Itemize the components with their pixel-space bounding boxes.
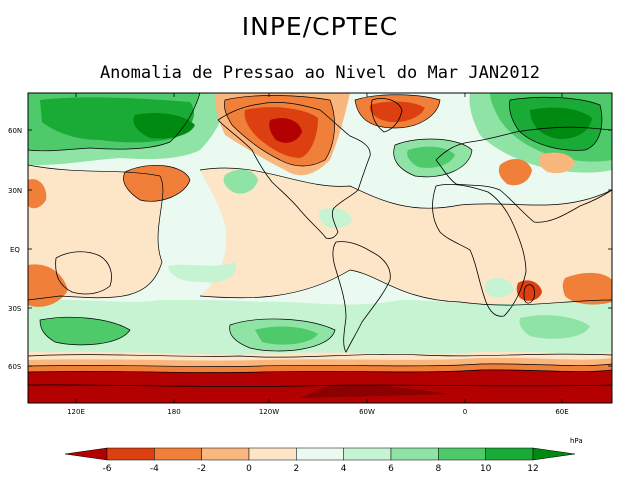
colorbar-swatch bbox=[485, 447, 534, 461]
map-frame bbox=[27, 92, 613, 404]
map-subtitle: Anomalia de Pressao ao Nivel do Mar JAN2… bbox=[99, 63, 541, 83]
coastlines bbox=[28, 98, 612, 387]
colorbar-swatch bbox=[248, 447, 297, 461]
lat-label-60n: 60N bbox=[8, 127, 22, 135]
contour-lines bbox=[28, 93, 612, 373]
lon-label-180: 180 bbox=[167, 408, 180, 416]
colorbar-tick-label: 6 bbox=[388, 464, 394, 474]
colorbar-tick-label: -6 bbox=[103, 464, 112, 474]
anomaly-field bbox=[28, 93, 612, 403]
colorbar-swatch bbox=[201, 447, 250, 461]
colorbar-swatch bbox=[438, 447, 486, 461]
colorbar-labels: -6 -4 -2 0 2 4 6 8 10 12 bbox=[103, 464, 539, 474]
lat-label-eq: EQ bbox=[10, 246, 20, 254]
colorbar-tick-label: 0 bbox=[246, 464, 252, 474]
colorbar-swatch bbox=[64, 447, 108, 461]
colorbar-tick-label: 2 bbox=[293, 464, 299, 474]
colorbar-swatch bbox=[106, 447, 155, 461]
page-title: INPE/CPTEC bbox=[241, 12, 399, 41]
colorbar-swatch bbox=[532, 447, 576, 461]
lat-label-30n: 30N bbox=[8, 187, 22, 195]
colorbar-tick-label: 10 bbox=[480, 464, 492, 474]
colorbar bbox=[64, 447, 576, 461]
colorbar-tick-label: 8 bbox=[435, 464, 441, 474]
lon-label-120e: 120E bbox=[67, 408, 85, 416]
colorbar-tick-label: -2 bbox=[197, 464, 206, 474]
colorbar-tick-label: -4 bbox=[150, 464, 159, 474]
lon-label-0: 0 bbox=[463, 408, 467, 416]
legend-unit: hPa bbox=[570, 437, 583, 445]
colorbar-tick-label: 4 bbox=[341, 464, 347, 474]
lat-label-30s: 30S bbox=[8, 305, 22, 313]
colorbar-swatch bbox=[296, 447, 344, 461]
lon-label-60w: 60W bbox=[359, 408, 375, 416]
colorbar-swatch bbox=[343, 447, 392, 461]
lon-label-60e: 60E bbox=[555, 408, 568, 416]
lon-label-120w: 120W bbox=[259, 408, 279, 416]
colorbar-swatch bbox=[154, 447, 202, 461]
axis-ticks bbox=[28, 93, 612, 403]
colorbar-tick-label: 12 bbox=[527, 464, 538, 474]
colorbar-swatch bbox=[390, 447, 439, 461]
lat-label-60s: 60S bbox=[8, 363, 22, 371]
